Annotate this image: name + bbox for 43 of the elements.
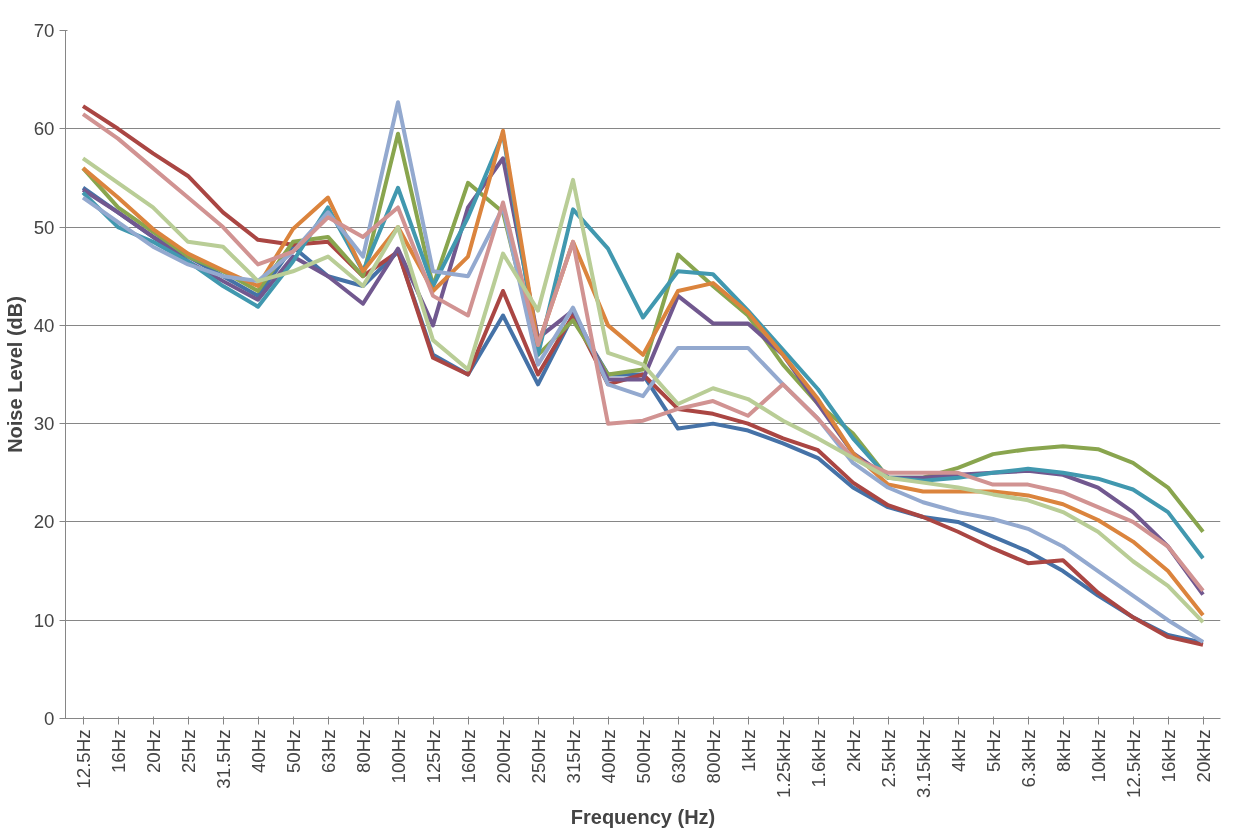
x-tick-label: 2kHz xyxy=(842,729,864,772)
x-tick-label: 200Hz xyxy=(492,729,514,784)
x-tick-label: 16Hz xyxy=(107,729,129,774)
x-tick-label: 6.3kHz xyxy=(1017,729,1039,788)
x-axis-title: Frequency (Hz) xyxy=(570,805,716,828)
x-tick-label: 800Hz xyxy=(702,729,724,784)
x-tick-label: 20kHz xyxy=(1192,729,1214,783)
x-tick-label: 20Hz xyxy=(142,729,164,774)
x-tick-label: 5kHz xyxy=(982,729,1004,772)
y-axis-title: Noise Level (dB) xyxy=(3,296,26,453)
x-tick-label: 3.15kHz xyxy=(912,729,934,798)
x-tick-label: 25Hz xyxy=(177,729,199,774)
y-tick-label: 40 xyxy=(33,314,55,336)
x-tick-label: 16kHz xyxy=(1157,729,1179,783)
y-tick-label: 0 xyxy=(44,708,55,729)
x-tick-label: 160Hz xyxy=(457,729,479,784)
y-tick-label: 70 xyxy=(33,20,55,41)
x-tick-label: 4kHz xyxy=(947,729,969,772)
x-tick-label: 100Hz xyxy=(387,729,409,784)
x-tick-label: 8kHz xyxy=(1052,729,1074,772)
x-tick-label: 63Hz xyxy=(317,729,339,774)
y-tick-label: 30 xyxy=(33,413,55,435)
y-tick-label: 50 xyxy=(33,216,55,238)
x-tick-label: 40Hz xyxy=(247,729,269,774)
x-tick-label: 1kHz xyxy=(737,729,759,772)
x-tick-label: 500Hz xyxy=(632,729,654,784)
x-tick-label: 12.5Hz xyxy=(72,729,94,789)
x-tick-label: 50Hz xyxy=(282,729,304,774)
x-tick-label: 2.5kHz xyxy=(877,729,899,788)
x-tick-label: 630Hz xyxy=(667,729,689,784)
x-tick-label: 400Hz xyxy=(597,729,619,784)
x-tick-label: 1.6kHz xyxy=(807,729,829,788)
y-tick-label: 10 xyxy=(33,609,55,631)
x-tick-label: 1.25kHz xyxy=(772,729,794,798)
x-tick-label: 12.5kHz xyxy=(1122,729,1144,798)
x-tick-label: 315Hz xyxy=(562,729,584,784)
y-tick-label: 20 xyxy=(33,511,55,533)
x-tick-label: 250Hz xyxy=(527,729,549,784)
x-tick-label: 80Hz xyxy=(352,729,374,774)
x-tick-label: 10kHz xyxy=(1087,729,1109,783)
y-tick-label: 60 xyxy=(33,118,55,140)
x-tick-label: 125Hz xyxy=(422,729,444,784)
x-tick-label: 31.5Hz xyxy=(212,729,234,789)
